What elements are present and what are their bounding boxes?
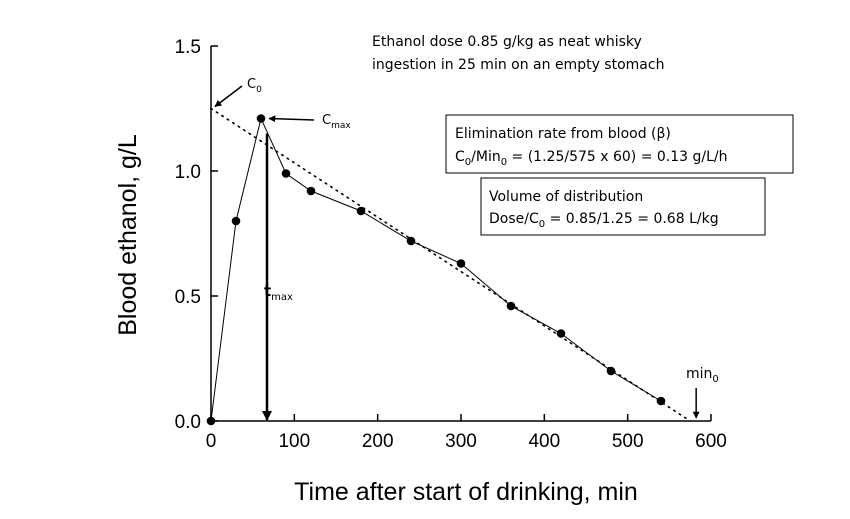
- concentration-line: [210, 116, 662, 422]
- y-tick-label: 0.5: [175, 287, 201, 308]
- x-tick-label: 300: [445, 431, 477, 452]
- tmax-label-main: t: [264, 282, 271, 300]
- y-tick-label: 0.0: [175, 412, 201, 433]
- data-point: [231, 216, 241, 226]
- volume-distribution-box-frame: [480, 177, 766, 236]
- vol-formula-sub: 0: [539, 219, 545, 230]
- volume-distribution-title: Volume of distribution: [489, 189, 643, 205]
- volume-distribution-formula: Dose/C0 = 0.85/1.25 = 0.68 L/kg: [489, 211, 719, 230]
- x-tick-label: 100: [278, 431, 310, 452]
- data-point: [456, 259, 466, 268]
- volume-distribution-box: Volume of distribution Dose/C0 = 0.85/1.…: [480, 177, 766, 236]
- min0-label-sub: 0: [712, 374, 718, 385]
- c0-label-sub: 0: [256, 85, 262, 95]
- elimination-rate-box: Elimination rate from blood (β) C0/Min0 …: [445, 114, 794, 174]
- data-point: [506, 301, 516, 311]
- x-tick-label: 400: [528, 431, 560, 452]
- y-tick-label: 1.5: [175, 37, 201, 58]
- cmax-arrow: [268, 115, 315, 123]
- data-point: [606, 366, 616, 376]
- x-tick-label: 0: [206, 431, 217, 452]
- data-point: [556, 329, 566, 338]
- c0-arrow: [214, 85, 243, 108]
- y-tick-label: 1.0: [175, 162, 201, 183]
- data-point: [656, 396, 666, 406]
- dose-note-line-2: ingestion in 25 min on an empty stomach: [372, 57, 664, 73]
- elimination-rate-box-frame: [445, 114, 794, 174]
- tmax-label: tmax: [264, 282, 293, 303]
- elim-formula-c-sub: 0: [465, 157, 471, 168]
- x-tick-label: 200: [362, 431, 394, 452]
- vol-formula-dose: Dose/C: [489, 211, 539, 227]
- x-axis-label: Time after start of drinking, min: [294, 478, 638, 506]
- min0-label-main: min: [686, 366, 712, 382]
- c0-label: C0: [247, 77, 262, 95]
- y-axis-label: Blood ethanol, g/L: [114, 134, 142, 336]
- data-point: [206, 416, 216, 426]
- cmax-label-main: C: [322, 113, 331, 128]
- elim-formula-min-sub: 0: [501, 157, 507, 168]
- elimination-rate-title: Elimination rate from blood (β): [455, 126, 671, 142]
- data-point: [256, 114, 266, 123]
- data-point: [406, 236, 416, 246]
- cmax-label-sub: max: [331, 121, 351, 131]
- data-point: [356, 206, 366, 216]
- tmax-label-sub: max: [271, 292, 293, 303]
- c0-label-main: C: [247, 77, 256, 92]
- min0-label: min0: [686, 366, 719, 385]
- vol-formula-rest: = 0.85/1.25 = 0.68 L/kg: [545, 211, 718, 227]
- dose-note-line-1: Ethanol dose 0.85 g/kg as neat whisky: [372, 34, 642, 50]
- x-tick-label: 600: [695, 431, 727, 452]
- elim-formula-min: /Min: [471, 149, 501, 165]
- x-tick-label: 500: [612, 431, 644, 452]
- data-point: [281, 169, 291, 178]
- cmax-label: Cmax: [322, 113, 351, 131]
- data-point: [306, 186, 316, 196]
- elim-formula-rest: = (1.25/575 x 60) = 0.13 g/L/h: [507, 149, 727, 165]
- elim-formula-c: C: [455, 149, 465, 165]
- elimination-rate-formula: C0/Min0 = (1.25/575 x 60) = 0.13 g/L/h: [455, 149, 728, 168]
